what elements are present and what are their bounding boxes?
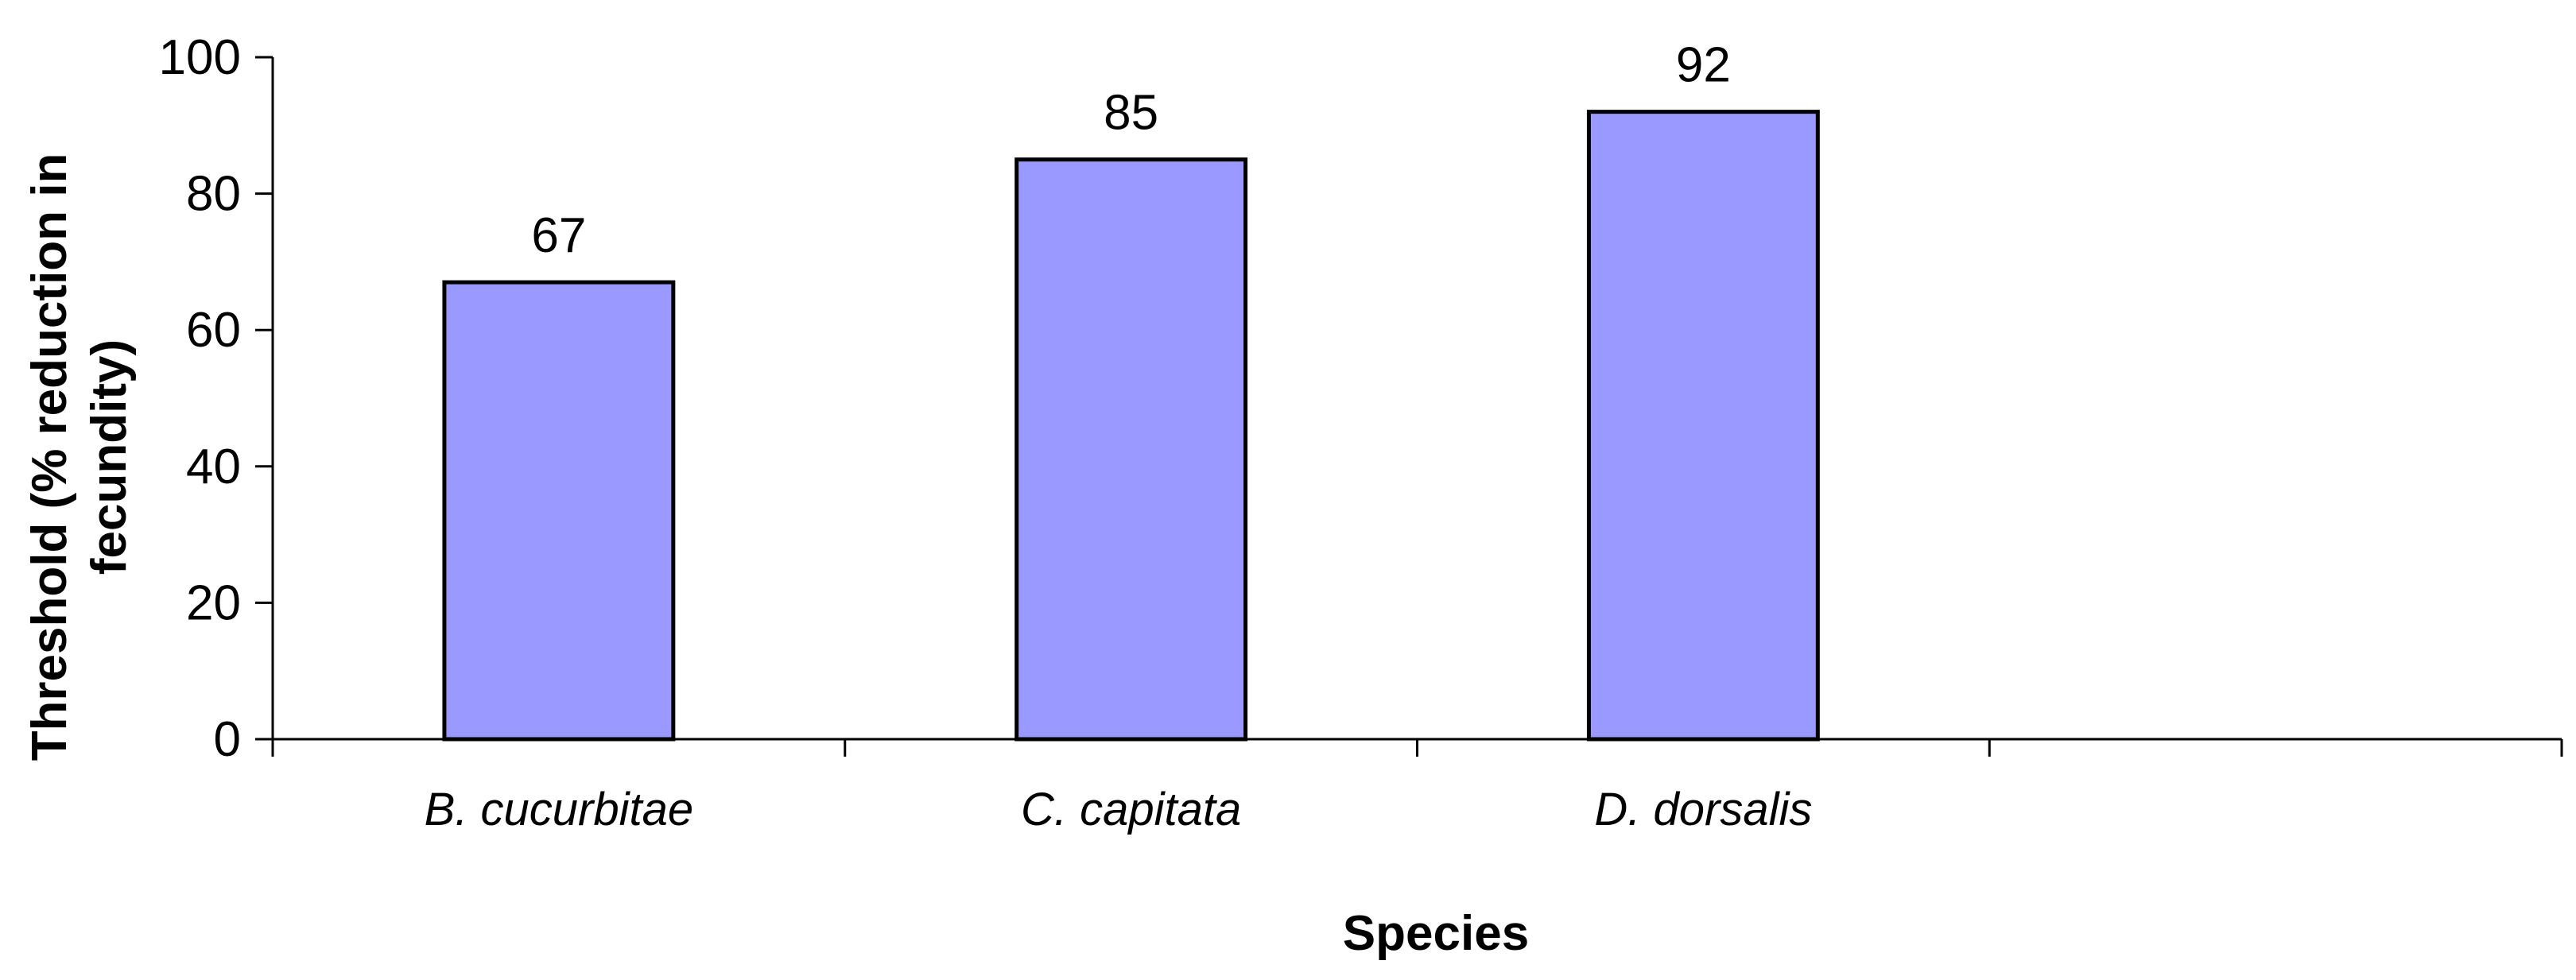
x-tick-label: C. capitata [1021, 784, 1241, 835]
y-tick-label: 80 [186, 167, 241, 222]
x-axis-title: Species [1343, 906, 1529, 961]
y-tick-label: 100 [159, 30, 241, 85]
y-axis-title-line-1: Threshold (% reduction in [22, 153, 77, 761]
data-label: 85 [1104, 86, 1158, 141]
y-tick-label: 20 [186, 575, 241, 630]
data-label: 67 [531, 208, 586, 263]
x-tick-label: D. dorsalis [1594, 784, 1812, 835]
bar [442, 280, 676, 742]
y-tick-label: 40 [186, 440, 241, 494]
y-tick-label: 60 [186, 303, 241, 358]
y-axis-title: Threshold (% reduction in fecundity) [22, 153, 137, 761]
y-axis-title-line-2: fecundity) [82, 339, 137, 575]
plot-area: 0 20 40 60 80 100 67 B. cucurbitae 85 C. capitata… [159, 30, 2563, 835]
bar [1586, 110, 1820, 742]
y-tick-label: 0 [214, 712, 241, 767]
data-label: 92 [1676, 38, 1731, 93]
x-tick-label: B. cucurbitae [425, 784, 694, 835]
bar [1014, 157, 1248, 742]
